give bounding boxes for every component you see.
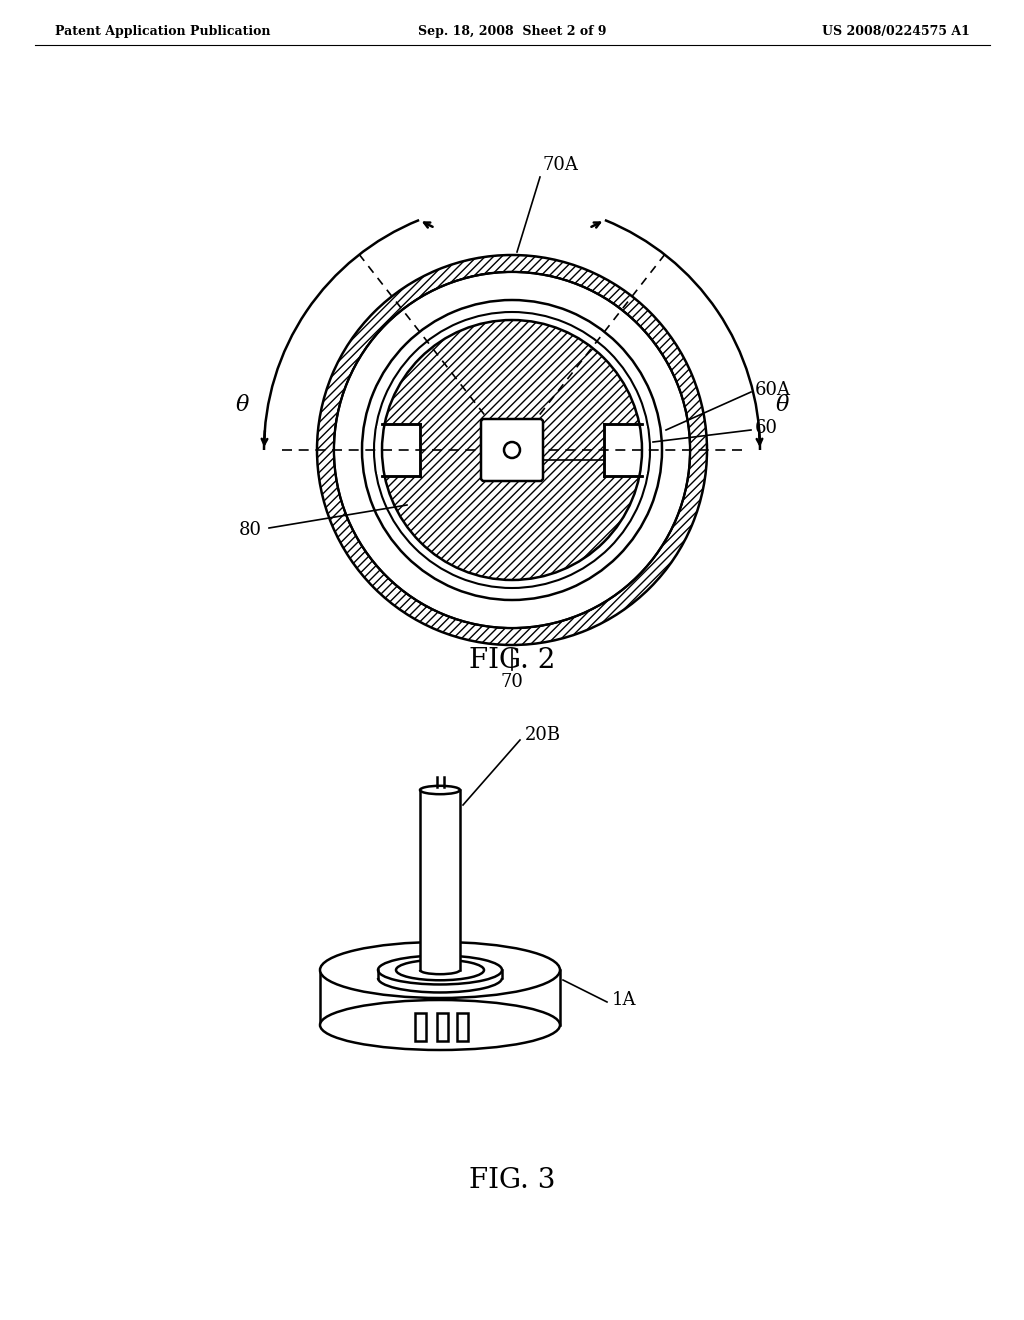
Text: 70A: 70A <box>542 156 578 174</box>
Bar <box>380 424 422 477</box>
Text: 60A: 60A <box>755 381 791 399</box>
Circle shape <box>382 319 642 579</box>
Text: θ: θ <box>236 393 249 416</box>
Text: θ: θ <box>775 393 788 416</box>
Text: 60: 60 <box>755 418 778 437</box>
Ellipse shape <box>420 785 460 795</box>
Text: 70: 70 <box>501 673 523 690</box>
Circle shape <box>334 272 690 628</box>
Bar <box>604 424 646 477</box>
Ellipse shape <box>319 942 560 998</box>
Text: Patent Application Publication: Patent Application Publication <box>55 25 270 38</box>
Bar <box>457 1012 468 1040</box>
Bar <box>415 1012 426 1040</box>
Text: 80: 80 <box>239 521 262 539</box>
Text: 20: 20 <box>608 449 631 467</box>
Bar <box>605 426 647 474</box>
Text: FIG. 3: FIG. 3 <box>469 1167 555 1193</box>
Bar <box>377 426 418 474</box>
Text: US 2008/0224575 A1: US 2008/0224575 A1 <box>822 25 970 38</box>
Text: Sep. 18, 2008  Sheet 2 of 9: Sep. 18, 2008 Sheet 2 of 9 <box>418 25 606 38</box>
Text: 20B: 20B <box>525 726 561 744</box>
Text: 1A: 1A <box>612 991 637 1008</box>
Bar <box>436 1012 447 1040</box>
Bar <box>420 789 460 972</box>
Ellipse shape <box>319 1001 560 1049</box>
Circle shape <box>504 442 520 458</box>
FancyBboxPatch shape <box>481 418 543 480</box>
Text: FIG. 2: FIG. 2 <box>469 647 555 673</box>
